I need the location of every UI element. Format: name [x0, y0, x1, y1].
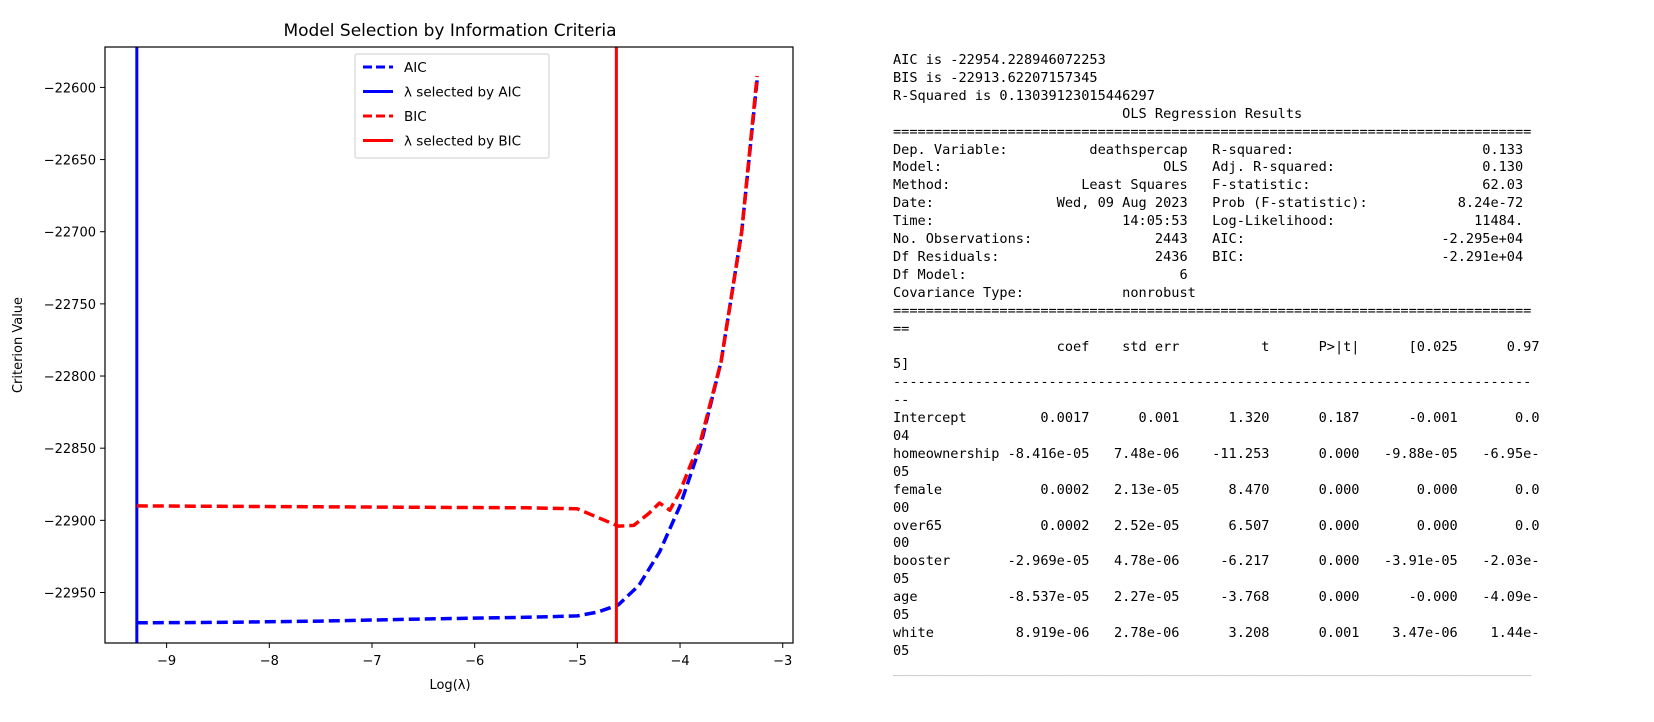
y-axis: −22600 −22650 −22700 −22750 −22800 −22850 −229… — [44, 81, 105, 601]
summary-line: AIC is -22954.228946072253 — [893, 52, 1106, 68]
x-axis-label: Log(λ) — [429, 678, 470, 693]
x-tick-label: −8 — [260, 654, 279, 669]
summary-line: Intercept 0.0017 0.001 1.320 0.187 -0.00… — [893, 410, 1540, 427]
summary-line: 5] — [893, 356, 910, 373]
plot-area — [135, 47, 759, 643]
legend: AIC λ selected by AIC BIC λ selected by BIC — [354, 53, 550, 159]
x-axis: −9 −8 −7 −6 −5 −4 −3 — [157, 643, 792, 669]
summary-line: 05 — [893, 463, 910, 480]
x-tick-label: −6 — [465, 654, 484, 669]
y-tick-label: −22950 — [44, 586, 96, 601]
summary-line: 04 — [893, 428, 910, 445]
chart-title: Model Selection by Information Criteria — [283, 21, 616, 41]
y-tick-label: −22800 — [44, 370, 96, 385]
y-tick-label: −22650 — [44, 154, 96, 169]
y-tick-label: −22750 — [44, 298, 96, 313]
criterion-chart: Model Selection by Information Criteria … — [11, 21, 794, 693]
summary-line: Date: Wed, 09 Aug 2023 Prob (F-statistic… — [893, 195, 1524, 212]
x-tick-label: −3 — [773, 654, 792, 669]
summary-line: coef std err t P>|t| [0.025 0.97 — [893, 338, 1540, 355]
ols-summary: AIC is -22954.228946072253 BIS is -22913… — [893, 52, 1540, 679]
legend-label: λ selected by AIC — [404, 85, 521, 101]
y-tick-label: −22850 — [44, 442, 96, 457]
summary-line: No. Observations: 2443 AIC: -2.295e+04 — [893, 231, 1524, 248]
summary-line: ________________________________________… — [893, 660, 1532, 677]
x-tick-label: −5 — [568, 654, 587, 669]
summary-line: Model: OLS Adj. R-squared: 0.130 — [893, 159, 1524, 176]
summary-line: BIS is -22913.62207157345 — [893, 69, 1098, 86]
x-tick-label: −9 — [157, 654, 176, 669]
summary-line: homeownership -8.416e-05 7.48e-06 -11.25… — [893, 445, 1540, 462]
summary-line: ========================================… — [893, 302, 1532, 319]
y-tick-label: −22900 — [44, 514, 96, 529]
summary-line: Time: 14:05:53 Log-Likelihood: 11484. — [893, 213, 1524, 230]
summary-line: Covariance Type: nonrobust — [893, 284, 1532, 301]
summary-line: 00 — [893, 535, 910, 552]
summary-line: Dep. Variable: deathspercap R-squared: 0… — [893, 141, 1524, 158]
summary-line: female 0.0002 2.13e-05 8.470 0.000 0.000… — [893, 481, 1540, 498]
plot-frame — [104, 46, 794, 644]
y-tick-label: −22600 — [44, 81, 96, 96]
legend-label: AIC — [404, 60, 427, 76]
summary-line: age -8.537e-05 2.27e-05 -3.768 0.000 -0.… — [893, 589, 1540, 606]
summary-line: white 8.919e-06 2.78e-06 3.208 0.001 3.4… — [893, 625, 1540, 641]
summary-line: 05 — [893, 571, 910, 588]
summary-line: 00 — [893, 499, 910, 516]
summary-line: OLS Regression Results — [893, 105, 1532, 122]
summary-line: R-Squared is 0.13039123015446297 — [893, 87, 1155, 104]
summary-line: 05 — [893, 642, 910, 659]
x-tick-label: −7 — [362, 654, 381, 669]
summary-line: -- — [893, 392, 910, 409]
summary-line: == — [893, 320, 910, 337]
y-tick-label: −22700 — [44, 226, 96, 241]
summary-line: 05 — [893, 607, 910, 624]
summary-line: booster -2.969e-05 4.78e-06 -6.217 0.000… — [893, 553, 1540, 570]
summary-line: Df Model: 6 — [893, 266, 1524, 283]
legend-box — [354, 53, 550, 159]
summary-line: Method: Least Squares F-statistic: 62.03 — [893, 177, 1524, 194]
summary-line: over65 0.0002 2.52e-05 6.507 0.000 0.000… — [893, 517, 1540, 534]
series-aic — [136, 80, 759, 625]
legend-label: BIC — [404, 109, 427, 125]
summary-line: Df Residuals: 2436 BIC: -2.291e+04 — [893, 248, 1524, 265]
legend-label: λ selected by BIC — [404, 134, 521, 150]
y-axis-label: Criterion Value — [11, 297, 26, 393]
x-tick-label: −4 — [670, 654, 689, 669]
summary-line: ----------------------------------------… — [893, 374, 1532, 391]
summary-line: ========================================… — [893, 123, 1532, 140]
